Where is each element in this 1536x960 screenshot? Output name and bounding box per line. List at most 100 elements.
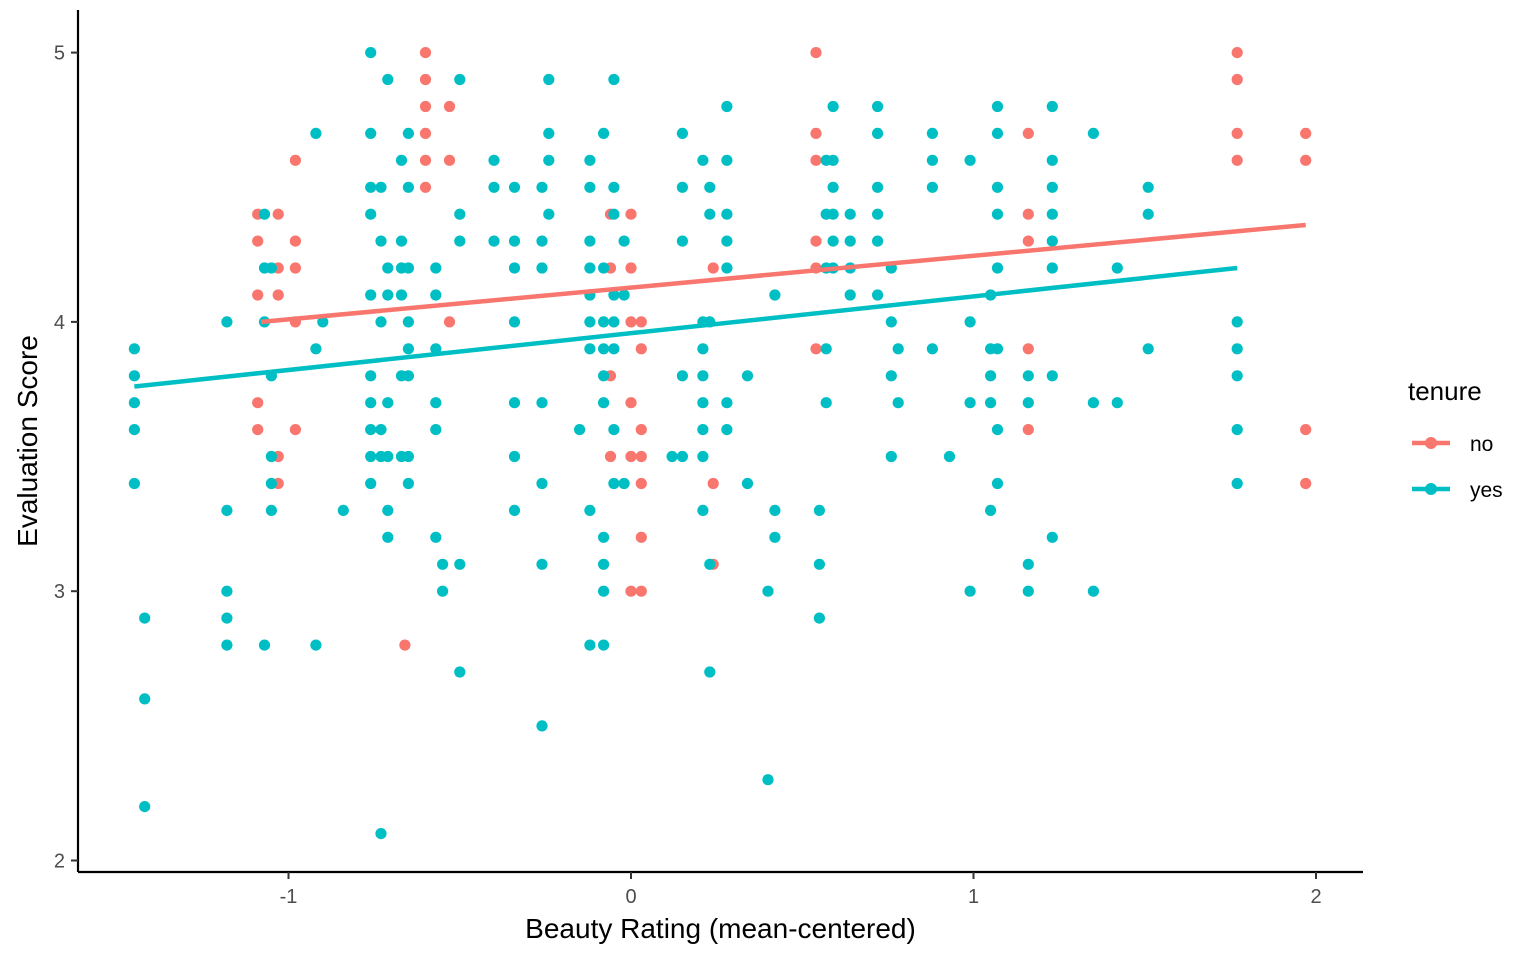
data-point-yes [1087, 397, 1099, 409]
data-point-yes [543, 127, 555, 139]
data-point-yes [827, 235, 839, 247]
data-point-yes [337, 504, 349, 516]
data-point-yes [813, 504, 826, 516]
data-point-yes [402, 316, 414, 328]
points-layer [128, 47, 1312, 840]
data-point-no [289, 235, 301, 247]
data-point-yes [488, 235, 500, 247]
data-point-yes [697, 424, 709, 436]
axis-ticks: -1 0 1 2 2 3 4 5 [54, 43, 1322, 908]
data-point-no [419, 73, 432, 86]
data-point-no [443, 316, 456, 328]
data-point-no [707, 262, 719, 274]
data-point-yes [820, 343, 832, 355]
data-point-no [443, 100, 456, 113]
data-point-yes [827, 181, 839, 193]
data-point-yes [1046, 154, 1058, 166]
data-point-yes [926, 181, 939, 193]
x-axis-title: Beauty Rating (mean-centered) [525, 913, 916, 944]
data-point-yes [827, 154, 839, 166]
data-point-yes [697, 154, 709, 166]
data-point-yes [721, 208, 733, 220]
data-point-yes [721, 100, 733, 113]
data-point-yes [430, 289, 442, 301]
data-point-yes [991, 424, 1004, 436]
data-point-no [419, 181, 432, 193]
data-point-yes [375, 424, 387, 436]
data-point-yes [1022, 558, 1034, 570]
data-point-yes [536, 558, 548, 570]
data-point-yes [1022, 397, 1034, 409]
data-point-yes [1046, 370, 1058, 382]
data-point-no [625, 450, 637, 463]
data-point-yes [1022, 370, 1034, 382]
y-tick-label: 4 [54, 312, 65, 334]
data-point-no [289, 424, 301, 436]
data-point-yes [536, 262, 548, 274]
data-point-yes [704, 558, 716, 570]
data-point-yes [382, 262, 394, 274]
data-point-yes [454, 235, 466, 247]
data-point-yes [1046, 181, 1058, 193]
data-point-yes [598, 343, 610, 355]
legend-key-point [1425, 483, 1437, 495]
data-point-yes [128, 343, 140, 355]
data-point-yes [885, 370, 897, 382]
data-point-yes [375, 181, 387, 193]
data-point-yes [608, 208, 620, 220]
data-point-no [252, 289, 264, 301]
data-point-yes [310, 343, 322, 355]
data-point-yes [608, 181, 620, 193]
data-point-yes [508, 397, 521, 409]
data-point-yes [584, 235, 596, 247]
data-point-yes [1142, 343, 1154, 355]
data-point-no [272, 289, 284, 301]
data-point-yes [598, 531, 610, 543]
data-point-yes [543, 208, 555, 220]
data-point-no [810, 127, 822, 139]
data-point-yes [964, 397, 976, 409]
data-point-yes [926, 127, 939, 139]
legend: tenure no yes [1408, 376, 1503, 502]
data-point-yes [892, 397, 904, 409]
data-point-no [810, 47, 822, 59]
data-point-yes [769, 531, 781, 543]
data-point-yes [128, 370, 140, 382]
data-point-yes [872, 289, 884, 301]
data-point-yes [608, 316, 620, 328]
data-point-yes [598, 639, 610, 651]
x-tick-label: -1 [280, 886, 298, 908]
data-point-yes [1046, 235, 1058, 247]
data-point-yes [365, 424, 377, 436]
data-point-yes [402, 343, 414, 355]
data-point-yes [721, 424, 733, 436]
data-point-yes [608, 424, 620, 436]
data-point-yes [844, 235, 856, 247]
data-point-yes [697, 450, 709, 463]
data-point-yes [221, 316, 233, 328]
data-point-no [419, 127, 432, 139]
data-point-yes [536, 235, 548, 247]
data-point-yes [813, 558, 826, 570]
data-point-yes [741, 477, 754, 490]
data-point-yes [128, 477, 140, 490]
data-point-yes [430, 397, 442, 409]
data-point-yes [395, 289, 408, 301]
data-point-yes [574, 424, 586, 436]
data-point-yes [221, 612, 233, 624]
data-point-yes [454, 666, 466, 678]
data-point-yes [885, 316, 897, 328]
data-point-yes [1046, 262, 1058, 274]
data-point-yes [1231, 370, 1243, 382]
data-point-yes [508, 235, 521, 247]
data-point-no [252, 424, 264, 436]
data-point-yes [395, 154, 408, 166]
fit-lines-layer [134, 222, 1306, 389]
data-point-yes [128, 424, 140, 436]
data-point-yes [584, 181, 596, 193]
data-point-no [635, 450, 647, 463]
data-point-yes [536, 397, 548, 409]
data-point-yes [375, 828, 387, 840]
data-point-yes [139, 612, 151, 624]
data-point-yes [598, 585, 610, 597]
